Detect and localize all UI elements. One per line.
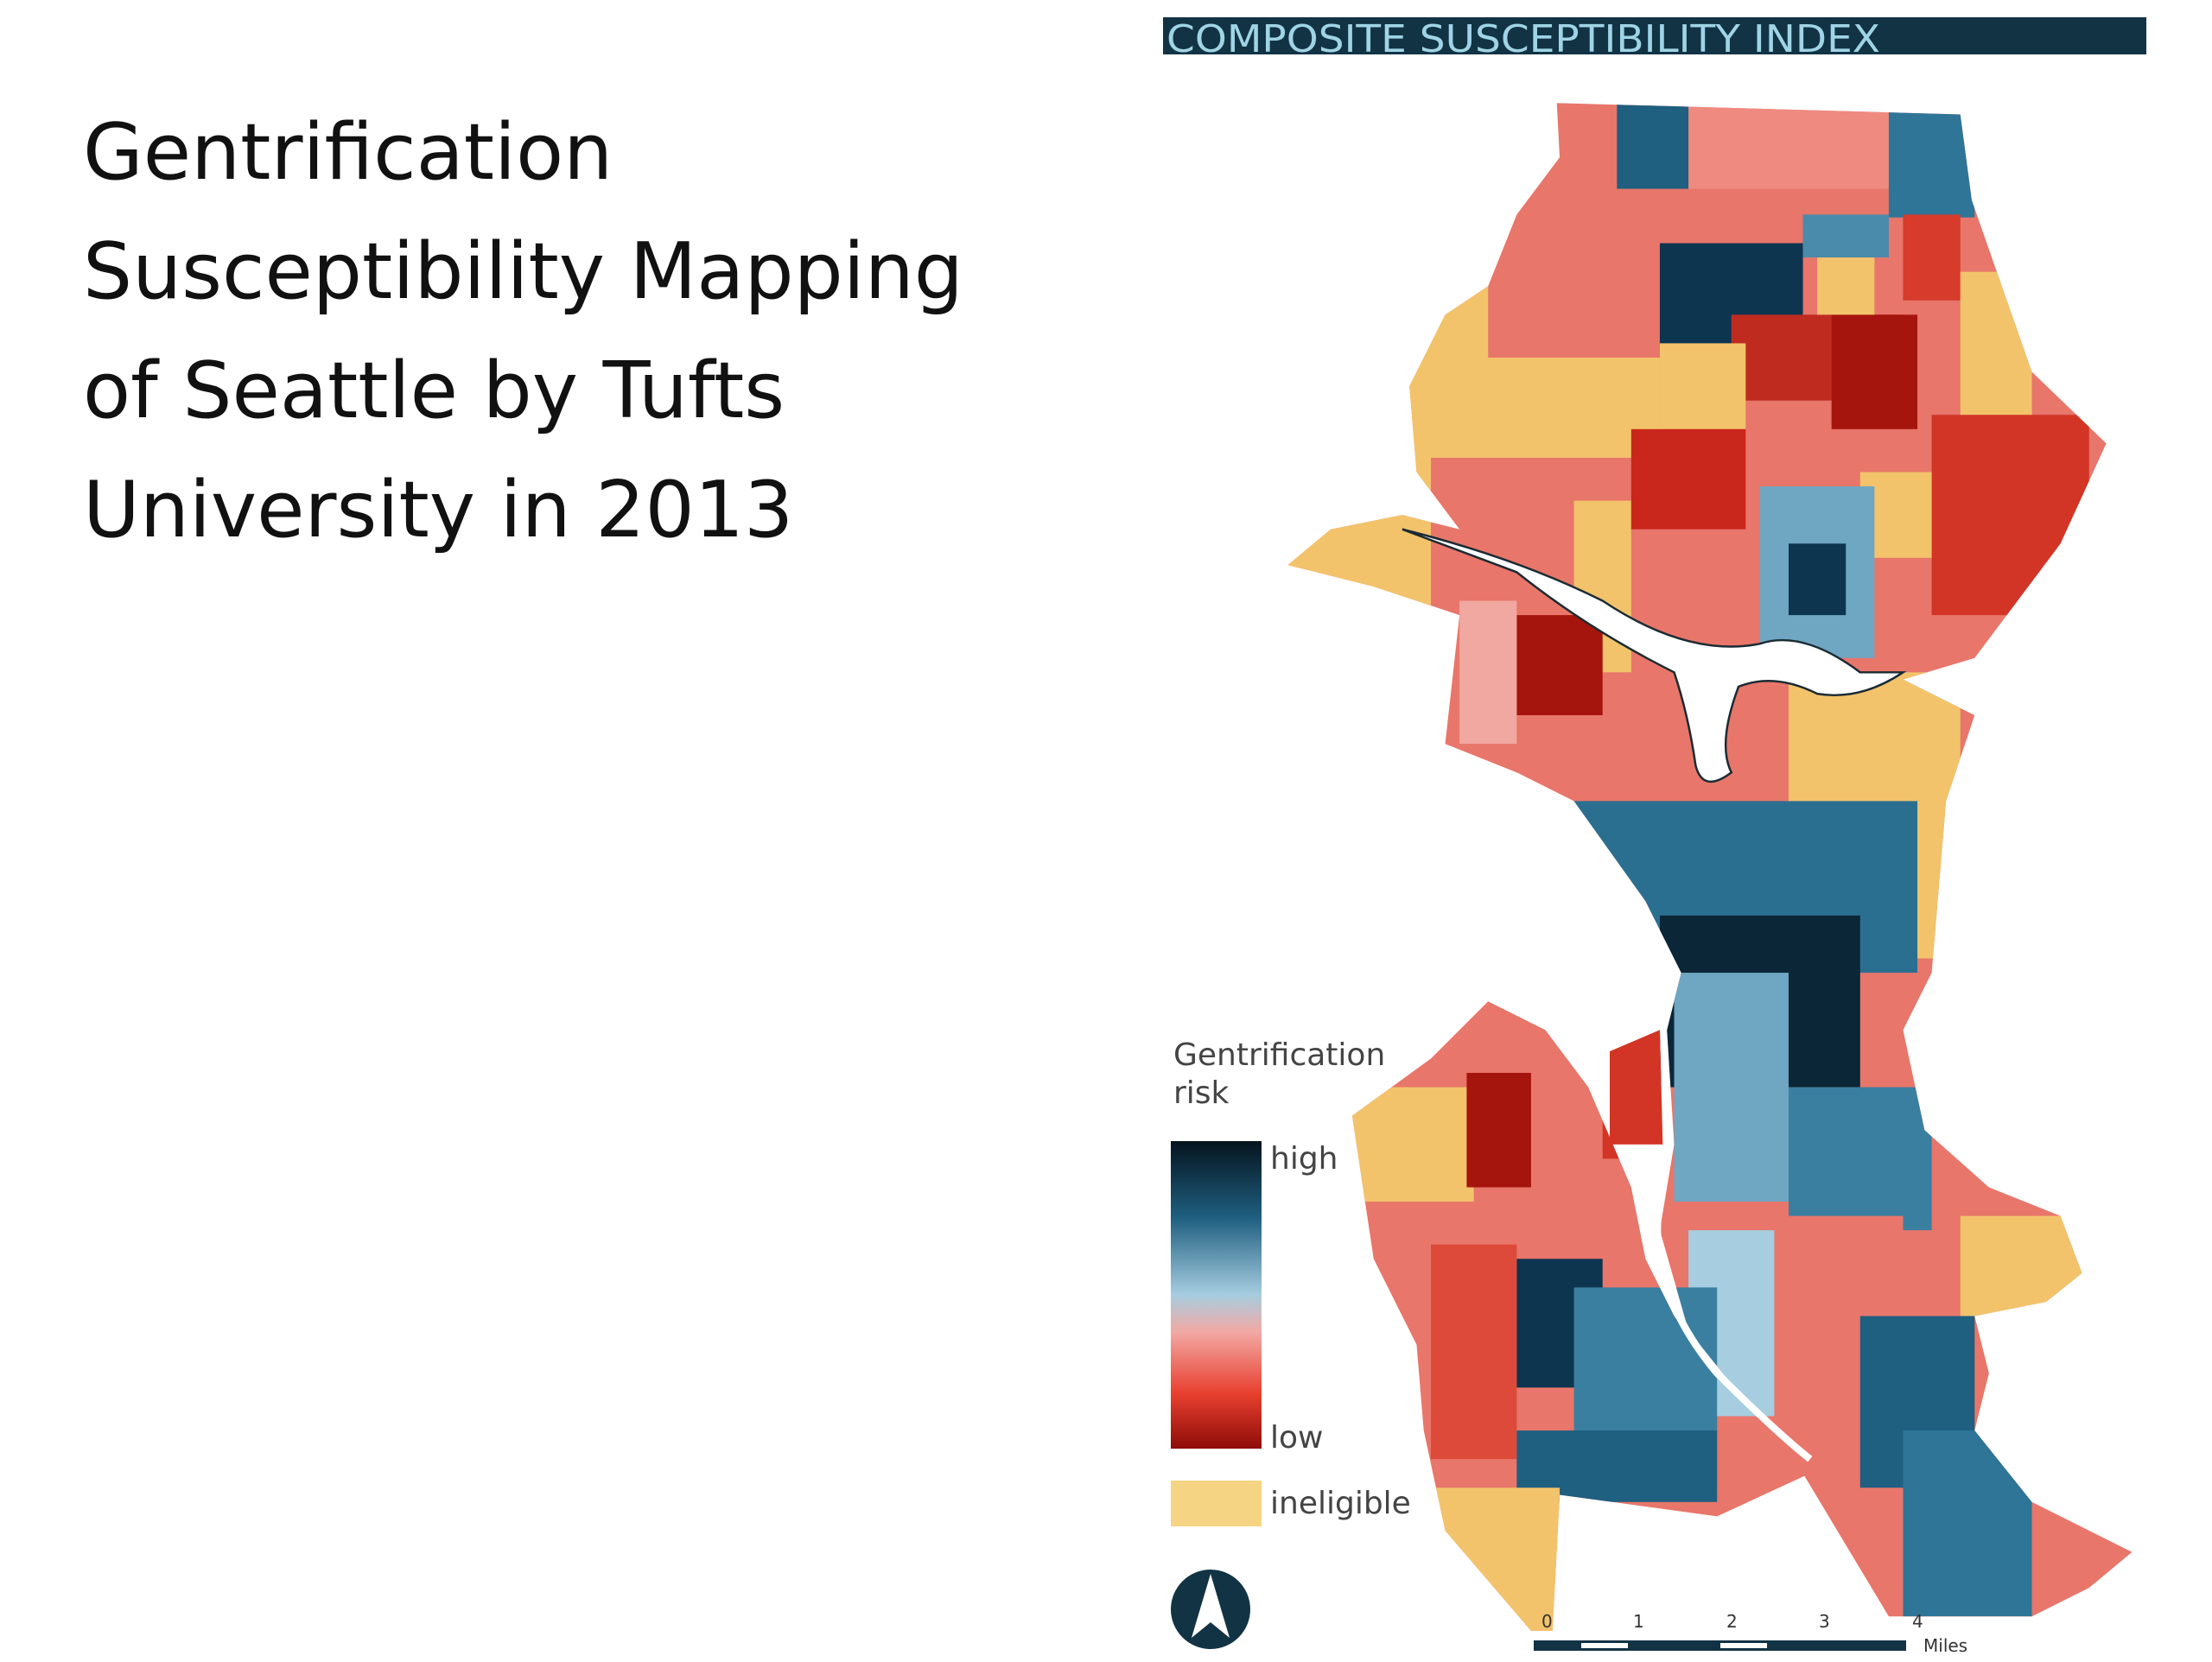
scale-bar-segment xyxy=(1581,1643,1628,1648)
title-line: Gentrification xyxy=(83,107,613,198)
scale-label: 0 xyxy=(1541,1611,1553,1632)
title-line: of Seattle by Tufts xyxy=(83,346,785,436)
legend-ineligible: ineligible xyxy=(1270,1486,1411,1521)
legend-high: high xyxy=(1270,1141,1338,1177)
scale-label: 4 xyxy=(1912,1611,1923,1632)
scale-label: 1 xyxy=(1633,1611,1644,1632)
map xyxy=(1287,103,2133,1631)
legend-title: risk xyxy=(1173,1075,1230,1111)
legend-low: low xyxy=(1270,1420,1323,1456)
waterway xyxy=(1402,528,1907,783)
legend-ineligible-swatch xyxy=(1171,1481,1262,1526)
scale-label: 2 xyxy=(1726,1611,1738,1632)
legend-gradient xyxy=(1171,1141,1262,1449)
legend-title: Gentrification xyxy=(1173,1037,1385,1073)
title-line: University in 2013 xyxy=(83,465,793,555)
map-header: COMPOSITE SUSCEPTIBILITY INDEX xyxy=(1166,17,1880,61)
map-header-bar xyxy=(1163,17,2146,54)
scale-unit: Miles xyxy=(1923,1635,1967,1656)
scale-bar-segment xyxy=(1720,1643,1767,1648)
duwamish xyxy=(1654,1201,1813,1462)
north-arrow-head xyxy=(1192,1574,1230,1638)
title-line: Susceptibility Mapping xyxy=(83,226,963,317)
scale-label: 3 xyxy=(1819,1611,1830,1632)
